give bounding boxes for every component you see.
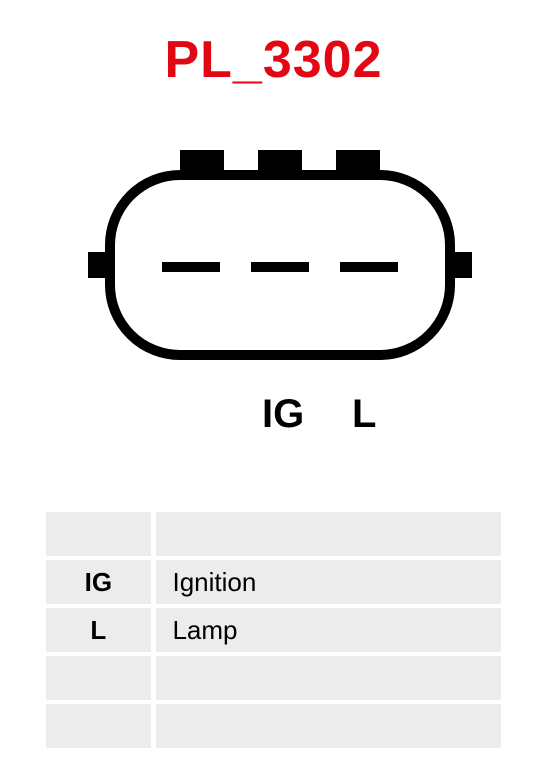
- legend-desc: [156, 704, 501, 748]
- legend-row-l: L Lamp: [46, 608, 501, 652]
- legend-desc: [156, 512, 501, 556]
- legend-desc: Lamp: [156, 608, 501, 652]
- legend-code: [46, 656, 151, 700]
- legend-desc: Ignition: [156, 560, 501, 604]
- legend-table: IG Ignition L Lamp: [46, 512, 501, 748]
- legend-code: [46, 512, 151, 556]
- legend-code: [46, 704, 151, 748]
- connector-outline: [88, 150, 472, 355]
- legend-row-blank-top: [46, 512, 501, 556]
- pin-slot-1: [162, 262, 220, 272]
- legend-row-ig: IG Ignition: [46, 560, 501, 604]
- pin-slot-3: [340, 262, 398, 272]
- diagram-page: PL_3302 IG L IG Ignitio: [0, 0, 547, 761]
- legend-code: IG: [46, 560, 151, 604]
- pin-label-ig: IG: [262, 392, 304, 437]
- legend-desc: [156, 656, 501, 700]
- legend-row-blank-2: [46, 704, 501, 748]
- pin-slot-2: [251, 262, 309, 272]
- legend-code: L: [46, 608, 151, 652]
- legend-row-blank-1: [46, 656, 501, 700]
- pin-label-l: L: [352, 392, 376, 437]
